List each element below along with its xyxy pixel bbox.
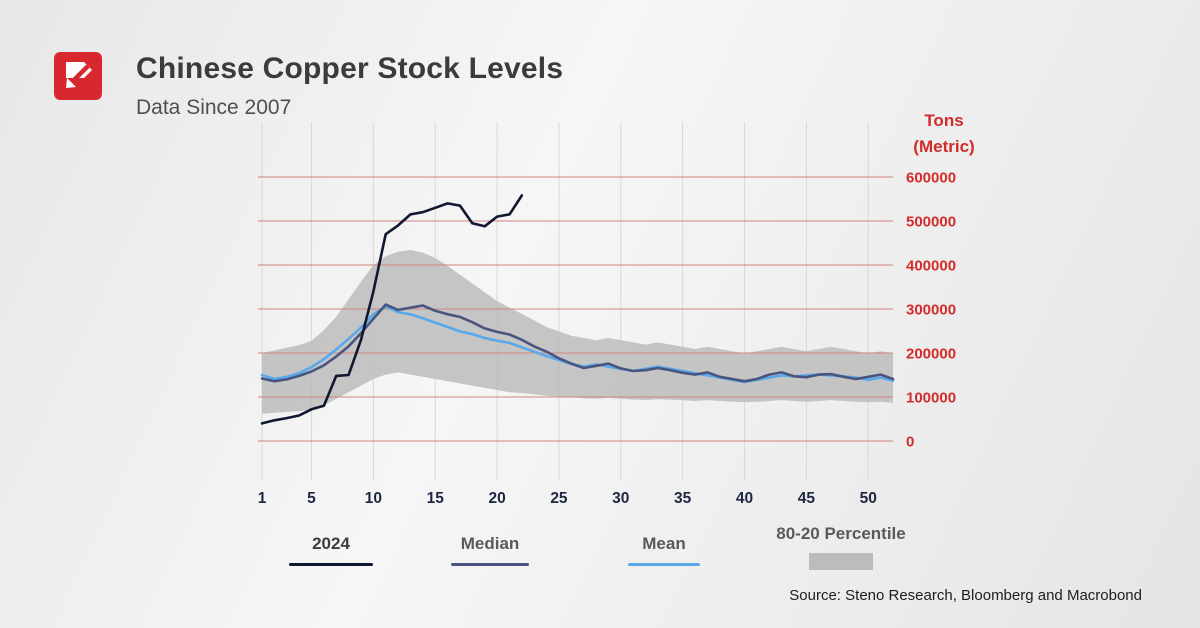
y-tick-label: 300000 <box>906 302 956 319</box>
page-subtitle: Data Since 2007 <box>136 96 292 119</box>
logo-arrow-head <box>66 78 76 88</box>
page-title: Chinese Copper Stock Levels <box>136 52 564 85</box>
x-tick-label: 20 <box>488 490 505 507</box>
y-tick-label: 600000 <box>906 170 956 187</box>
x-tick-label: 5 <box>307 490 316 507</box>
y-tick-label: 500000 <box>906 214 956 231</box>
x-tick-label: 45 <box>798 490 816 507</box>
logo-arrow-shaft <box>69 64 90 85</box>
series-line-mean <box>260 305 895 384</box>
legend-swatch-median-line <box>451 563 529 566</box>
x-tick-label: 10 <box>365 490 382 507</box>
legend-swatch-mean-line <box>628 563 700 566</box>
y-tick-label: 100000 <box>906 390 956 407</box>
x-tick-label: 35 <box>674 490 692 507</box>
y-tick-label: 0 <box>906 434 914 451</box>
legend-swatch-2024-line <box>289 563 373 566</box>
y-tick-label: 400000 <box>906 258 956 275</box>
legend-swatch-percentile-band <box>809 553 873 570</box>
steno-research-logo <box>54 52 102 100</box>
x-tick-label: 40 <box>736 490 753 507</box>
x-tick-label: 25 <box>550 490 568 507</box>
series-line-2024 <box>260 194 524 425</box>
legend-item-median: Median <box>450 534 530 566</box>
y-tick-label: 200000 <box>906 346 956 363</box>
legend-label-2024: 2024 <box>312 534 350 553</box>
x-tick-label: 15 <box>427 490 445 507</box>
y-axis-title: Tons (Metric) <box>898 108 990 160</box>
x-tick-label: 1 <box>258 490 267 507</box>
series-line-median <box>260 303 895 383</box>
source-attribution: Source: Steno Research, Bloomberg and Ma… <box>789 587 1142 604</box>
y-axis-title-line1: Tons <box>924 111 964 130</box>
legend-item-2024: 2024 <box>288 534 374 566</box>
legend-item-mean: Mean <box>627 534 701 566</box>
percentile-band <box>262 250 893 414</box>
legend-label-median: Median <box>460 534 520 553</box>
legend-label-percentile: 80-20 Percentile <box>776 524 906 543</box>
legend-label-mean: Mean <box>642 534 686 553</box>
x-tick-label: 50 <box>860 490 877 507</box>
x-tick-label: 30 <box>612 490 629 507</box>
y-axis-title-line2: (Metric) <box>913 137 975 156</box>
legend-item-percentile: 80-20 Percentile <box>762 524 920 570</box>
